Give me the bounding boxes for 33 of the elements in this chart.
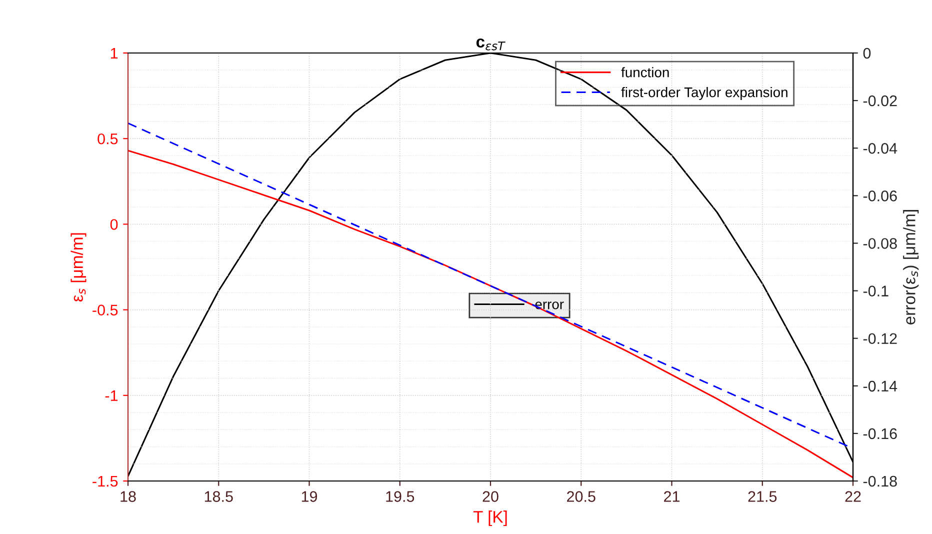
x-tick-label: 20.5 — [567, 491, 596, 502]
y2-tick-label: -0.18 — [863, 476, 897, 487]
y2-tick-label: -0.02 — [863, 95, 897, 106]
y-axis-title: ε$_{s}$ [μm/m] — [70, 233, 86, 302]
x-tick-label: 18.5 — [204, 491, 233, 502]
x-axis-title: T [K] — [473, 510, 507, 526]
y-tick-label: 0 — [110, 219, 118, 230]
y2-tick-label: 0 — [863, 48, 871, 59]
y2-tick-label: -0.12 — [863, 333, 897, 344]
y-tick-label: -0.5 — [92, 304, 118, 316]
y-tick-label: 0.5 — [98, 133, 118, 144]
legend-label: error — [535, 302, 564, 310]
legend-label: first-order Taylor expansion — [621, 87, 788, 100]
y2-tick-label: -0.08 — [863, 238, 897, 249]
y-tick-label: 1 — [110, 48, 118, 59]
x-tick-label: 19 — [302, 491, 318, 502]
line-series — [128, 150, 853, 478]
y2-axis-title: error(ε$_{s}$) [μm/m] — [903, 210, 919, 324]
y-tick-label: -1.5 — [92, 476, 118, 487]
x-tick-label: 18 — [120, 491, 136, 502]
x-tick-label: 19.5 — [386, 491, 414, 502]
x-tick-label: 21.5 — [748, 491, 777, 502]
x-tick-label: 20 — [482, 491, 498, 502]
y2-tick-label: -0.06 — [863, 190, 897, 202]
y2-tick-label: -0.16 — [863, 428, 897, 440]
y2-tick-label: -0.04 — [863, 142, 898, 154]
y-tick-label: -1 — [105, 390, 118, 401]
chart-title: c$_{εsT}$ — [476, 38, 506, 50]
y2-tick-label: -0.14 — [863, 380, 898, 392]
y2-tick-label: -0.1 — [863, 286, 888, 296]
x-tick-label: 21 — [664, 491, 680, 502]
x-tick-label: 22 — [845, 491, 861, 502]
legend-label: function — [621, 67, 669, 78]
